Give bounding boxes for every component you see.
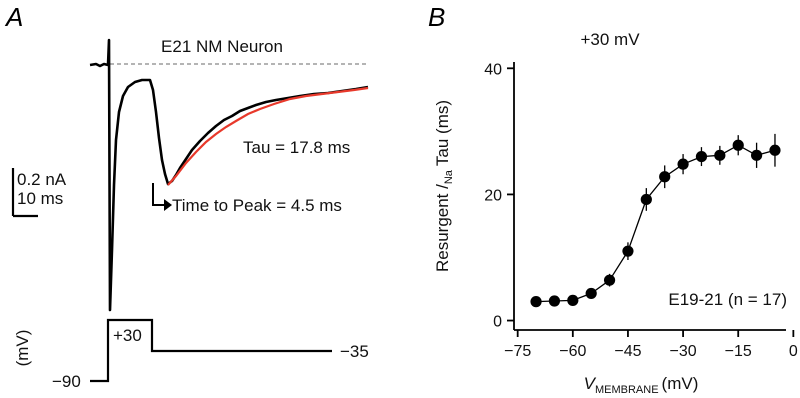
x-tick-label: −75 — [504, 343, 531, 360]
x-tick-label: −30 — [670, 343, 697, 360]
panel-b: B +30 mV E19-21 (n = 17) −75 −60 −45 −30 −15… — [428, 2, 798, 396]
current-trace — [89, 38, 369, 312]
panel-a-title: E21 NM Neuron — [161, 37, 283, 56]
data-point — [622, 245, 634, 257]
data-point — [603, 274, 616, 286]
data-point — [714, 149, 726, 161]
y-tick-label: 40 — [484, 61, 502, 78]
protocol-unit-label: (mV) — [13, 330, 32, 367]
data-point — [732, 139, 744, 151]
data-point — [585, 287, 597, 300]
data-point — [677, 158, 689, 170]
y-tick-label: 0 — [493, 314, 502, 331]
scale-bar: 0.2 nA 10 ms — [11, 168, 67, 218]
series-line — [536, 144, 776, 303]
protocol-step-label: +30 — [113, 326, 142, 345]
protocol-post-label: −35 — [340, 342, 369, 361]
scale-bar-current-label: 0.2 nA — [17, 170, 67, 189]
x-tick-label: 0 — [789, 343, 798, 360]
scale-bar-time-label: 10 ms — [17, 189, 63, 208]
condition-label: +30 mV — [580, 30, 640, 49]
time-to-peak-bracket — [152, 183, 164, 206]
exponential-fit-curve — [167, 86, 369, 186]
data-point — [640, 193, 652, 206]
data-point — [567, 294, 579, 306]
y-axis-title: Resurgent /NaTau (ms) — [433, 100, 455, 272]
time-to-peak-arrowhead — [164, 199, 172, 211]
panel-a: A E21 NM Neuron Tau = 17.8 ms Time to Pe… — [4, 2, 369, 391]
tau-annotation: Tau = 17.8 ms — [243, 138, 350, 157]
data-point — [530, 296, 542, 308]
panel-b-letter: B — [428, 2, 445, 32]
protocol-hold-label: −90 — [52, 372, 81, 391]
data-point — [750, 149, 763, 161]
voltage-protocol-trace — [90, 318, 332, 383]
panel-a-letter: A — [4, 2, 23, 32]
voltage-protocol: +30 −35 −90 (mV) — [13, 318, 369, 391]
y-ticks: 0 20 40 — [484, 61, 514, 331]
data-points — [530, 139, 781, 308]
x-ticks: −75 −60 −45 −30 −15 0 — [504, 330, 798, 360]
time-to-peak-annotation: Time to Peak = 4.5 ms — [172, 196, 342, 215]
data-point — [695, 150, 708, 163]
error-bars — [535, 133, 776, 305]
x-tick-label: −45 — [614, 343, 641, 360]
x-axis-title: VMEMBRANE (mV) — [584, 374, 699, 396]
data-point — [548, 295, 561, 307]
sample-annotation: E19-21 (n = 17) — [668, 290, 787, 309]
x-tick-label: −60 — [559, 343, 586, 360]
data-point — [769, 144, 781, 156]
y-tick-label: 20 — [484, 187, 502, 204]
data-point — [659, 171, 671, 183]
x-tick-label: −15 — [725, 343, 752, 360]
